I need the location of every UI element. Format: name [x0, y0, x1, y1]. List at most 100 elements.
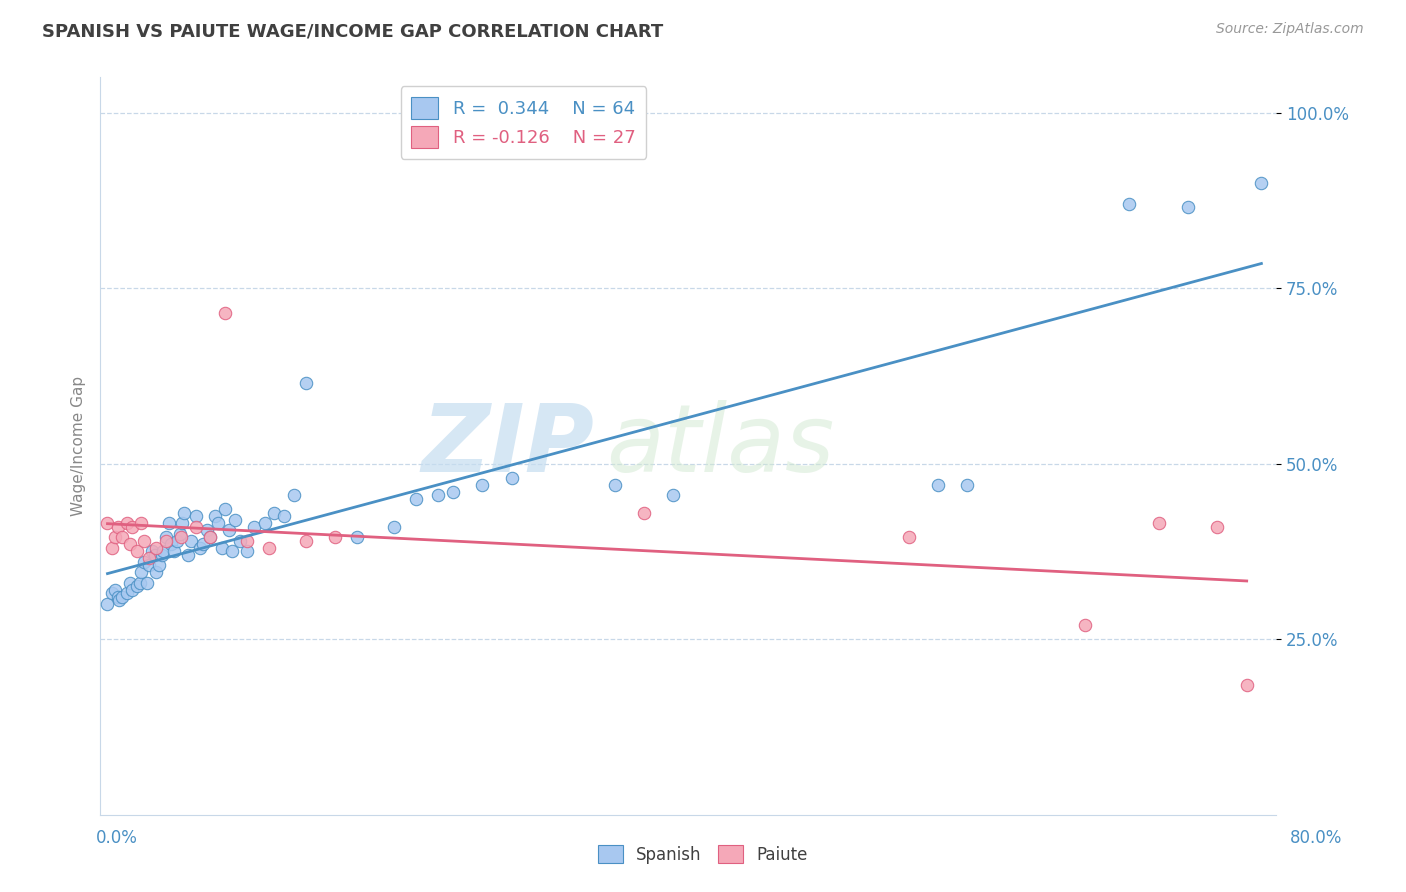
Point	[125, 579, 148, 593]
Point	[927, 477, 949, 491]
Point	[263, 506, 285, 520]
Legend: R =  0.344    N = 64, R = -0.126    N = 27: R = 0.344 N = 64, R = -0.126 N = 27	[401, 87, 647, 159]
Text: SPANISH VS PAIUTE WAGE/INCOME GAP CORRELATION CHART: SPANISH VS PAIUTE WAGE/INCOME GAP CORREL…	[42, 22, 664, 40]
Point	[662, 488, 685, 502]
Point	[1206, 520, 1229, 534]
Point	[148, 558, 170, 573]
Point	[243, 520, 266, 534]
Point	[157, 516, 180, 531]
Point	[129, 566, 152, 580]
Point	[134, 555, 156, 569]
Point	[104, 582, 127, 597]
Point	[184, 520, 207, 534]
Point	[141, 544, 163, 558]
Point	[229, 533, 252, 548]
Point	[184, 509, 207, 524]
Point	[471, 477, 494, 491]
Point	[441, 484, 464, 499]
Point	[155, 530, 177, 544]
Point	[405, 491, 427, 506]
Point	[956, 477, 979, 491]
Point	[603, 477, 626, 491]
Point	[218, 523, 240, 537]
Point	[125, 544, 148, 558]
Point	[172, 516, 194, 531]
Point	[204, 509, 226, 524]
Point	[107, 520, 129, 534]
Text: 80.0%: 80.0%	[1291, 829, 1343, 847]
Point	[323, 530, 346, 544]
Point	[633, 506, 655, 520]
Point	[162, 544, 184, 558]
Point	[101, 541, 124, 555]
Point	[138, 558, 160, 573]
Point	[1250, 176, 1272, 190]
Point	[145, 541, 167, 555]
Point	[101, 586, 124, 600]
Point	[111, 590, 134, 604]
Point	[180, 533, 202, 548]
Point	[138, 551, 160, 566]
Point	[107, 590, 129, 604]
Point	[295, 533, 318, 548]
Point	[501, 470, 523, 484]
Point	[96, 516, 118, 531]
Text: 0.0%: 0.0%	[96, 829, 138, 847]
Point	[257, 541, 280, 555]
Point	[152, 544, 174, 558]
Point	[177, 548, 200, 562]
Point	[128, 575, 150, 590]
Point	[136, 575, 159, 590]
Point	[159, 537, 181, 551]
Text: Source: ZipAtlas.com: Source: ZipAtlas.com	[1216, 22, 1364, 37]
Point	[191, 537, 214, 551]
Point	[111, 530, 134, 544]
Point	[166, 533, 188, 548]
Point	[188, 541, 211, 555]
Point	[346, 530, 368, 544]
Point	[197, 523, 219, 537]
Point	[221, 544, 243, 558]
Point	[427, 488, 450, 502]
Point	[200, 530, 222, 544]
Point	[118, 575, 141, 590]
Point	[118, 537, 141, 551]
Point	[214, 305, 236, 319]
Point	[145, 566, 167, 580]
Point	[211, 541, 233, 555]
Point	[236, 544, 259, 558]
Point	[129, 516, 152, 531]
Text: atlas: atlas	[606, 401, 834, 491]
Point	[115, 586, 138, 600]
Point	[169, 526, 191, 541]
Point	[121, 582, 143, 597]
Point	[173, 506, 195, 520]
Point	[134, 533, 156, 548]
Point	[143, 548, 166, 562]
Point	[108, 593, 131, 607]
Point	[1147, 516, 1170, 531]
Point	[295, 376, 318, 390]
Point	[150, 548, 173, 562]
Point	[96, 597, 118, 611]
Point	[283, 488, 305, 502]
Point	[1177, 200, 1199, 214]
Point	[200, 530, 222, 544]
Legend: Spanish, Paiute: Spanish, Paiute	[592, 838, 814, 871]
Point	[1236, 678, 1258, 692]
Y-axis label: Wage/Income Gap: Wage/Income Gap	[72, 376, 86, 516]
Point	[273, 509, 295, 524]
Point	[253, 516, 276, 531]
Text: ZIP: ZIP	[422, 400, 595, 492]
Point	[897, 530, 920, 544]
Point	[115, 516, 138, 531]
Point	[121, 520, 143, 534]
Point	[224, 513, 246, 527]
Point	[236, 533, 259, 548]
Point	[155, 533, 177, 548]
Point	[214, 502, 236, 516]
Point	[170, 530, 193, 544]
Point	[207, 516, 229, 531]
Point	[104, 530, 127, 544]
Point	[1074, 618, 1097, 632]
